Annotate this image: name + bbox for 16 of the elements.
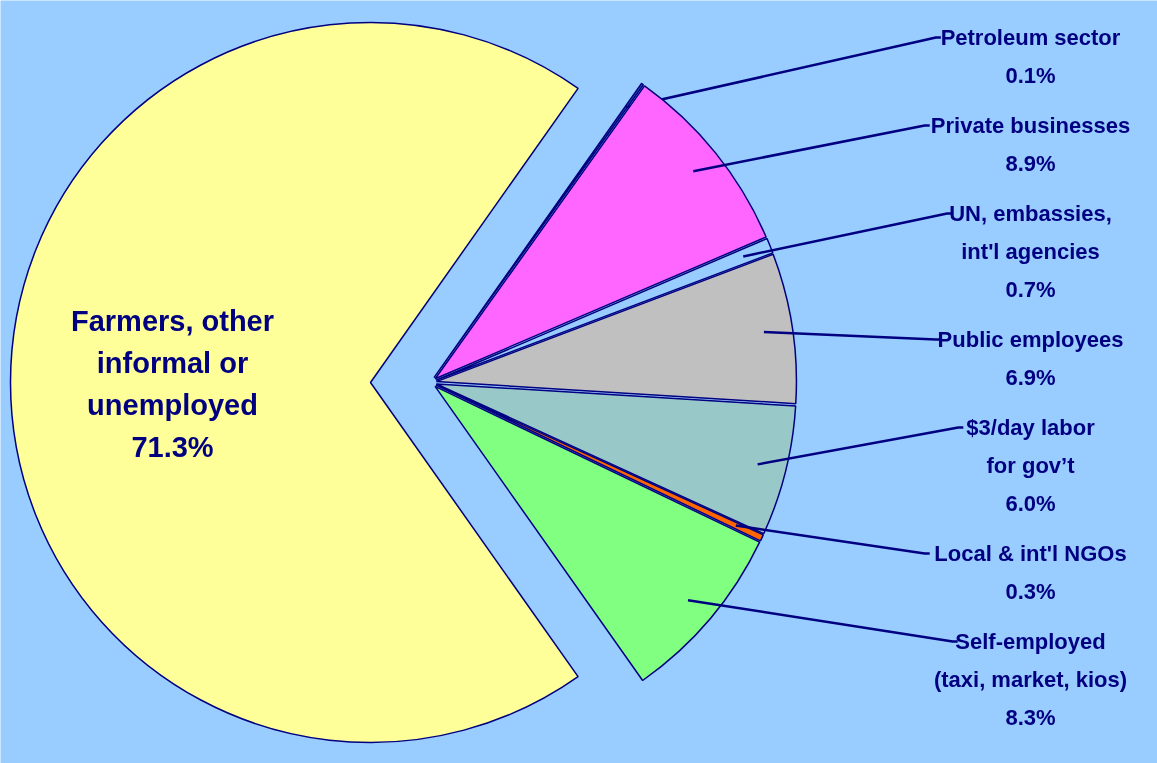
slice-label: Self-employed (taxi, market, kios) <box>933 629 1128 692</box>
data-label: 8.9% <box>1005 151 1056 176</box>
slice-label: Local & int'l NGOs <box>934 541 1127 566</box>
slice-label: Farmers, other informal or unemployed <box>70 304 275 421</box>
data-label: 0.1% <box>1005 63 1056 88</box>
slice-label: Private businesses <box>930 113 1131 138</box>
data-label: 6.9% <box>1005 365 1056 390</box>
data-label: 71.3% <box>131 430 214 463</box>
slice-label: UN, embassies, int'l agencies <box>949 201 1112 264</box>
slice-label: Public employees <box>937 327 1124 352</box>
slice-label: Petroleum sector <box>940 25 1121 50</box>
slice-label: $3/day labor for gov’t <box>966 415 1096 478</box>
data-label: 0.3% <box>1005 579 1056 604</box>
data-label: 0.7% <box>1005 277 1056 302</box>
data-label: 6.0% <box>1005 491 1056 516</box>
data-label: 8.3% <box>1005 705 1056 730</box>
